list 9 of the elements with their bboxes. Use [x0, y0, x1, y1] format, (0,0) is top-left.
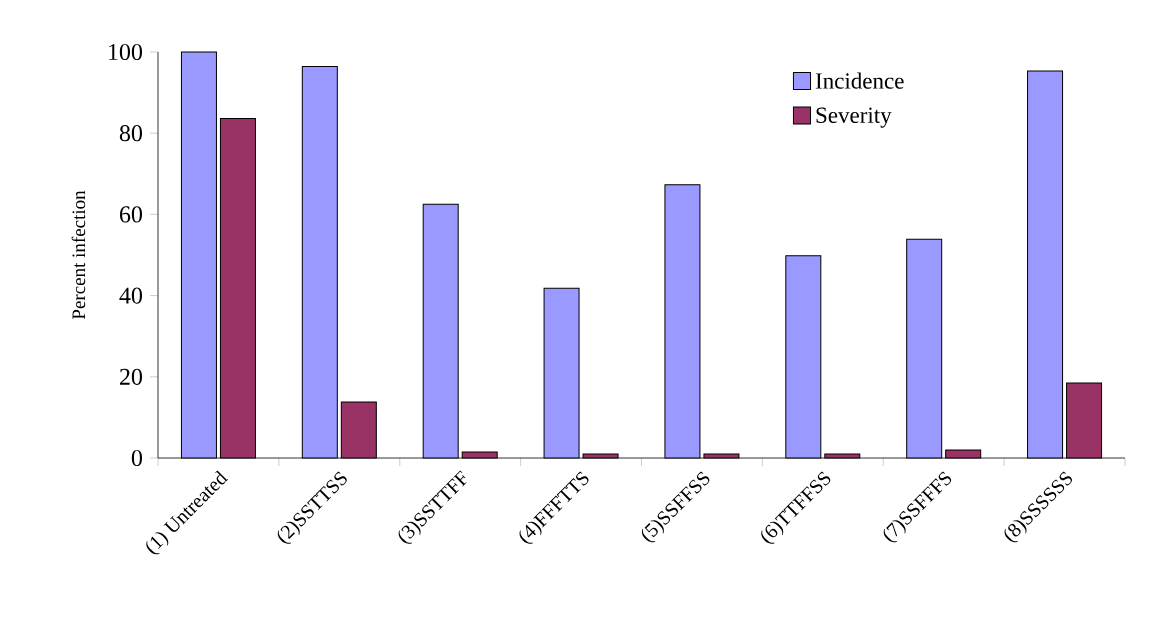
y-tick-label: 20	[120, 368, 143, 385]
y-tick-label: 80	[119, 125, 143, 142]
y-tick-label: 60	[119, 206, 143, 223]
y-tick-label: 0	[131, 449, 143, 467]
y-axis-title: Percent infection	[71, 190, 86, 320]
y-tick-label: 40	[119, 287, 143, 304]
legend-label: Incidence	[815, 72, 904, 89]
y-tick-label: 100	[109, 43, 143, 61]
legend-label: Severity	[816, 107, 892, 128]
